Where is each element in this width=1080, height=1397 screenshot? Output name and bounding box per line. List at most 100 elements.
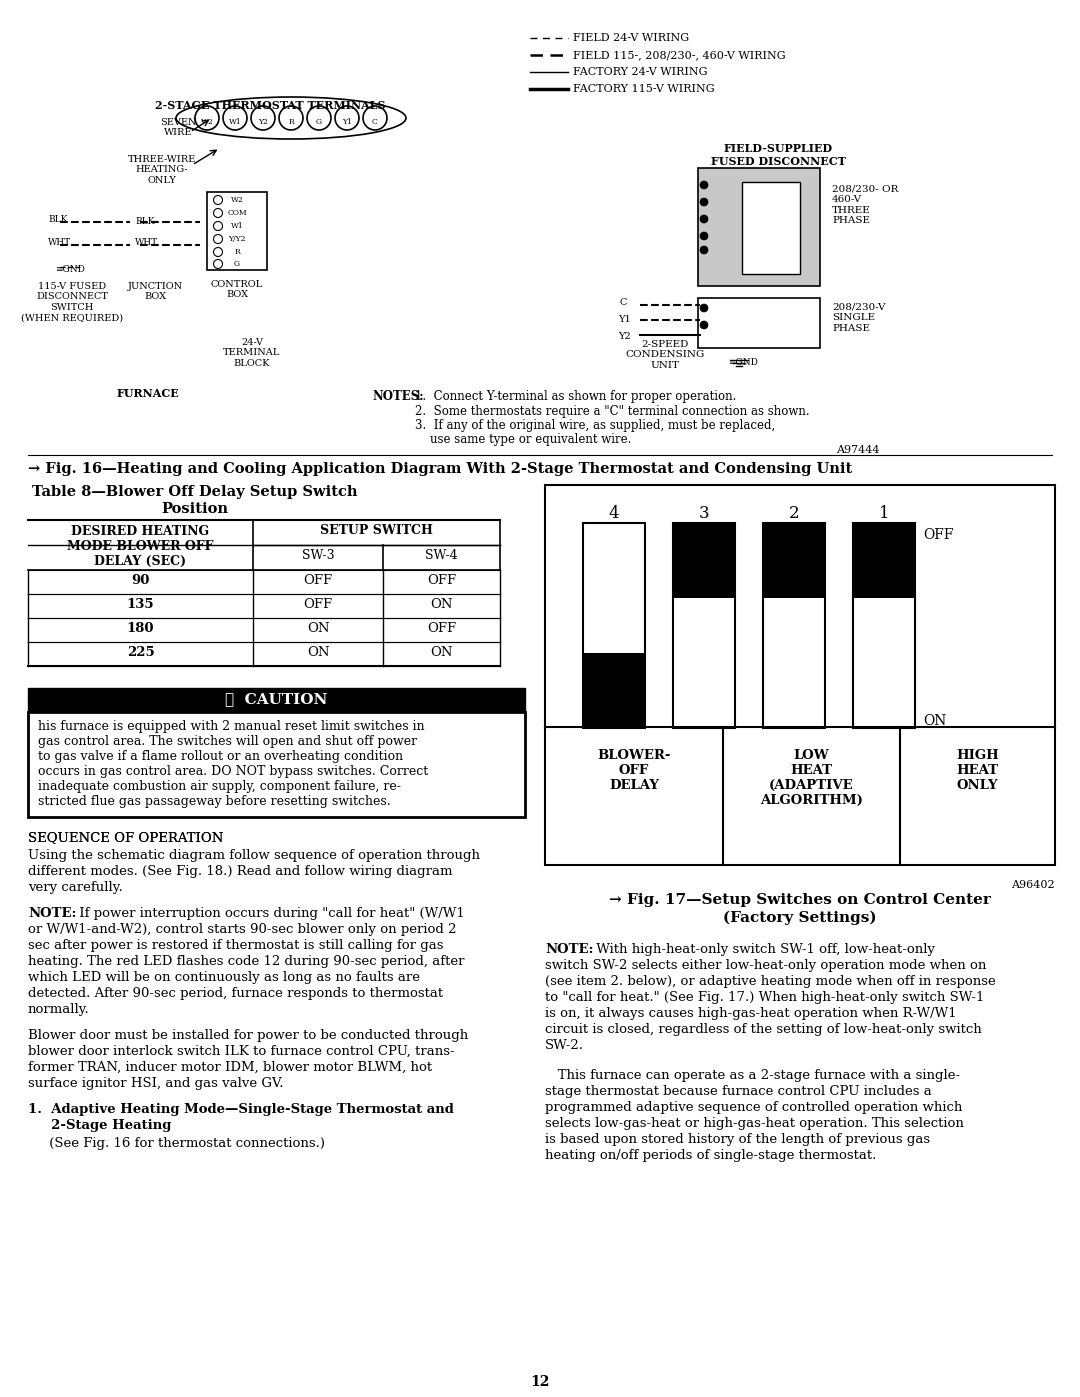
Text: LOW
HEAT
(ADAPTIVE
ALGORITHM): LOW HEAT (ADAPTIVE ALGORITHM) [760, 749, 863, 807]
Text: This furnace can operate as a 2-stage furnace with a single-: This furnace can operate as a 2-stage fu… [545, 1069, 960, 1083]
Text: sec after power is restored if thermostat is still calling for gas: sec after power is restored if thermosta… [28, 939, 444, 951]
Text: OFF: OFF [923, 528, 954, 542]
Bar [383, 545, 500, 570]
Text: SEQUENCE OF OPERATION: SEQUENCE OF OPERATION [28, 831, 224, 844]
Text: BLK: BLK [135, 217, 154, 226]
Text: C: C [373, 117, 378, 126]
Text: ON: ON [307, 645, 329, 659]
Text: G: G [316, 117, 322, 126]
Bar [28, 712, 525, 817]
Text: 208/230- OR
460-V
THREE
PHASE: 208/230- OR 460-V THREE PHASE [832, 184, 899, 225]
Text: WHT: WHT [48, 237, 71, 247]
Bar [545, 485, 1055, 865]
Text: circuit is closed, regardless of the setting of low-heat-only switch: circuit is closed, regardless of the set… [545, 1023, 982, 1037]
Text: ON: ON [430, 645, 453, 659]
Text: very carefully.: very carefully. [28, 882, 123, 894]
Text: 2-Stage Heating: 2-Stage Heating [28, 1119, 172, 1132]
Text: ≡GND: ≡GND [55, 265, 85, 274]
Text: stricted flue gas passageway before resetting switches.: stricted flue gas passageway before rese… [38, 795, 391, 807]
Text: Blower door must be installed for power to be conducted through: Blower door must be installed for power … [28, 1030, 469, 1042]
Text: use same type or equivalent wire.: use same type or equivalent wire. [430, 433, 632, 446]
Circle shape [700, 215, 708, 224]
Text: NOTE:: NOTE: [28, 907, 77, 921]
Bar [207, 191, 267, 270]
Text: detected. After 90-sec period, furnace responds to thermostat: detected. After 90-sec period, furnace r… [28, 988, 443, 1000]
Text: or W/W1-and-W2), control starts 90-sec blower only on period 2: or W/W1-and-W2), control starts 90-sec b… [28, 923, 457, 936]
Bar [28, 520, 253, 570]
Bar [253, 520, 500, 545]
Text: normally.: normally. [28, 1003, 90, 1016]
Text: W2: W2 [231, 196, 243, 204]
Bar [762, 522, 825, 598]
Text: BLOWER-
OFF
DELAY: BLOWER- OFF DELAY [597, 749, 671, 792]
Text: 24-V
TERMINAL
BLOCK: 24-V TERMINAL BLOCK [224, 338, 281, 367]
Text: DESIRED HEATING
MODE BLOWER OFF
DELAY (SEC): DESIRED HEATING MODE BLOWER OFF DELAY (S… [67, 525, 214, 569]
Text: FIELD 115-, 208/230-, 460-V WIRING: FIELD 115-, 208/230-, 460-V WIRING [573, 50, 785, 60]
Text: 4: 4 [609, 504, 619, 522]
Circle shape [700, 182, 708, 189]
Text: NOTE:: NOTE: [545, 943, 594, 956]
Text: 1.  Adaptive Heating Mode—Single-Stage Thermostat and: 1. Adaptive Heating Mode—Single-Stage Th… [28, 1104, 454, 1116]
Text: FIELD 24-V WIRING: FIELD 24-V WIRING [573, 34, 689, 43]
Text: Y2: Y2 [618, 332, 631, 341]
Text: SEQUENCE OF OPERATION: SEQUENCE OF OPERATION [28, 831, 224, 844]
Text: ON: ON [923, 714, 946, 728]
Bar [583, 652, 645, 728]
Text: R: R [288, 117, 294, 126]
Text: 2.  Some thermostats require a "C" terminal connection as shown.: 2. Some thermostats require a "C" termin… [415, 405, 810, 418]
Text: JUNCTION
BOX: JUNCTION BOX [127, 282, 183, 302]
Text: FACTORY 115-V WIRING: FACTORY 115-V WIRING [573, 84, 715, 94]
Text: Y/Y2: Y/Y2 [228, 235, 246, 243]
Text: (see item 2. below), or adaptive heating mode when off in response: (see item 2. below), or adaptive heating… [545, 975, 996, 988]
Text: Position: Position [162, 502, 229, 515]
Bar [742, 182, 800, 274]
Text: With high-heat-only switch SW-1 off, low-heat-only: With high-heat-only switch SW-1 off, low… [592, 943, 935, 956]
Text: OFF: OFF [427, 574, 456, 587]
Text: heating. The red LED flashes code 12 during 90-sec period, after: heating. The red LED flashes code 12 dur… [28, 956, 464, 968]
Text: is based upon stored history of the length of previous gas: is based upon stored history of the leng… [545, 1133, 930, 1146]
Bar [698, 168, 820, 286]
Text: 135: 135 [126, 598, 154, 610]
Text: 3: 3 [699, 504, 710, 522]
Text: ≡GND: ≡GND [728, 358, 758, 367]
Text: SW-3: SW-3 [301, 549, 335, 562]
Text: is on, it always causes high-gas-heat operation when R-W/W1: is on, it always causes high-gas-heat op… [545, 1007, 957, 1020]
Text: 2: 2 [788, 504, 799, 522]
Bar [28, 687, 525, 712]
Text: W1: W1 [229, 117, 241, 126]
Text: FACTORY 24-V WIRING: FACTORY 24-V WIRING [573, 67, 707, 77]
Text: to "call for heat." (See Fig. 17.) When high-heat-only switch SW-1: to "call for heat." (See Fig. 17.) When … [545, 990, 984, 1004]
Text: BLK: BLK [48, 215, 67, 224]
Text: If power interruption occurs during "call for heat" (W/W1: If power interruption occurs during "cal… [75, 907, 464, 921]
Text: 2-SPEED
CONDENSING
UNIT: 2-SPEED CONDENSING UNIT [625, 339, 704, 370]
Text: → Fig. 17—Setup Switches on Control Center: → Fig. 17—Setup Switches on Control Cent… [609, 893, 991, 907]
Text: OFF: OFF [303, 574, 333, 587]
Text: A96402: A96402 [1011, 880, 1055, 890]
Circle shape [700, 198, 708, 205]
Text: HIGH
HEAT
ONLY: HIGH HEAT ONLY [956, 749, 999, 792]
Bar [583, 522, 645, 728]
Text: ⚠  CAUTION: ⚠ CAUTION [226, 692, 327, 705]
Text: Table 8—Blower Off Delay Setup Switch: Table 8—Blower Off Delay Setup Switch [32, 485, 357, 499]
Text: COM: COM [227, 210, 247, 217]
Text: W2: W2 [201, 117, 214, 126]
Text: 12: 12 [530, 1375, 550, 1389]
Text: → Fig. 16—Heating and Cooling Application Diagram With 2-Stage Thermostat and Co: → Fig. 16—Heating and Cooling Applicatio… [28, 462, 852, 476]
Text: 1.  Connect Y-terminal as shown for proper operation.: 1. Connect Y-terminal as shown for prope… [415, 390, 737, 402]
Text: Y1: Y1 [342, 117, 352, 126]
Circle shape [700, 305, 708, 312]
Text: WHT: WHT [135, 237, 158, 247]
Text: surface ignitor HSI, and gas valve GV.: surface ignitor HSI, and gas valve GV. [28, 1077, 283, 1090]
Text: inadequate combustion air supply, component failure, re-: inadequate combustion air supply, compon… [38, 780, 401, 793]
Bar [762, 522, 825, 728]
Bar [853, 522, 915, 728]
Text: Y1: Y1 [618, 314, 631, 324]
Text: G: G [234, 260, 240, 268]
Text: to gas valve if a flame rollout or an overheating condition: to gas valve if a flame rollout or an ov… [38, 750, 403, 763]
Text: heating on/off periods of single-stage thermostat.: heating on/off periods of single-stage t… [545, 1148, 876, 1162]
Text: former TRAN, inducer motor IDM, blower motor BLWM, hot: former TRAN, inducer motor IDM, blower m… [28, 1060, 432, 1074]
Text: 3.  If any of the original wire, as supplied, must be replaced,: 3. If any of the original wire, as suppl… [415, 419, 775, 432]
Text: 208/230-V
SINGLE
PHASE: 208/230-V SINGLE PHASE [832, 303, 886, 332]
Bar [698, 298, 820, 348]
Bar [673, 522, 735, 728]
